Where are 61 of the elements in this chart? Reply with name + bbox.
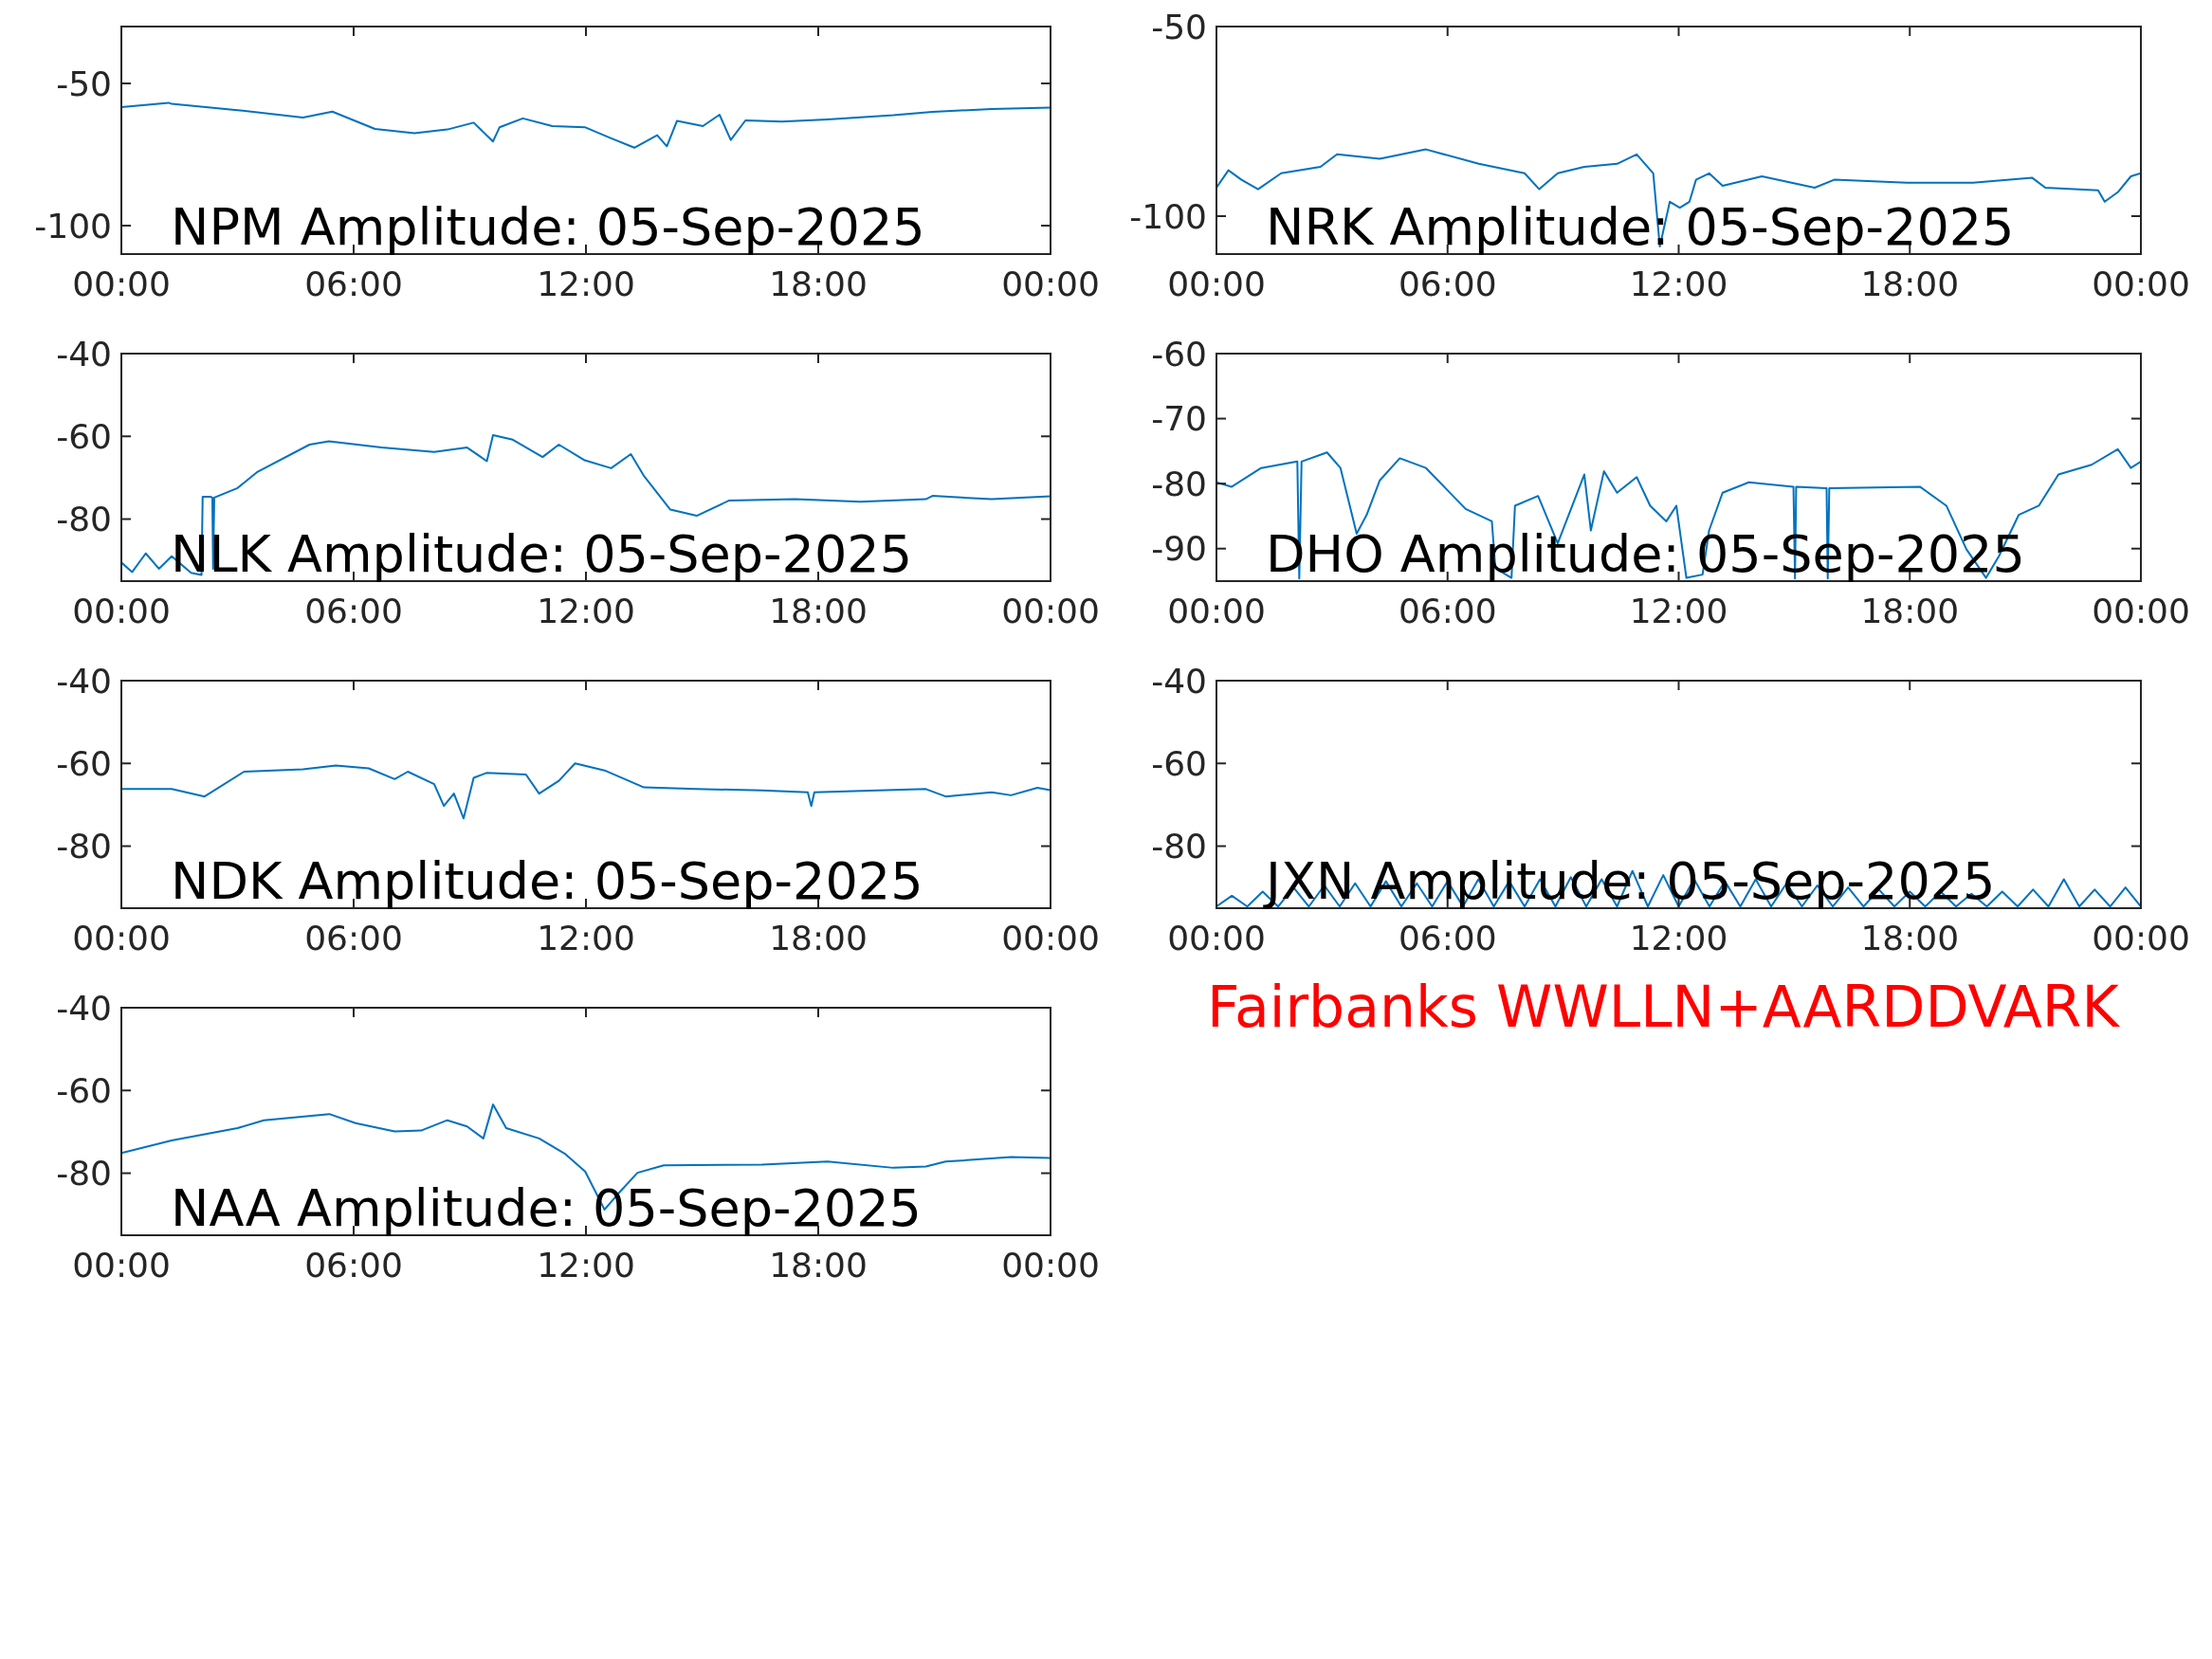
y-tick-label: -100 bbox=[34, 206, 112, 246]
x-tick-label: 00:00 bbox=[1001, 264, 1100, 303]
x-tick-label: 18:00 bbox=[1860, 592, 1960, 630]
x-tick-label: 00:00 bbox=[1167, 592, 1266, 630]
text: NDK Amplitude: 05-Sep-2025 bbox=[171, 851, 923, 911]
x-tick-label: 12:00 bbox=[537, 592, 635, 630]
x-tick-label: 18:00 bbox=[1860, 264, 1960, 303]
y-tick-label: -80 bbox=[1151, 464, 1207, 503]
x-tick-label: 06:00 bbox=[1398, 592, 1497, 630]
y-tick-label: -70 bbox=[1151, 399, 1207, 439]
y-tick-label: -100 bbox=[1129, 196, 1207, 236]
x-tick-label: 18:00 bbox=[769, 1246, 868, 1285]
y-tick-label: -80 bbox=[56, 827, 112, 866]
x-tick-label: 00:00 bbox=[2092, 592, 2190, 630]
x-tick-label: 00:00 bbox=[1001, 919, 1100, 957]
x-tick-label: 00:00 bbox=[72, 592, 171, 630]
y-tick-label: -50 bbox=[56, 64, 112, 103]
x-tick-label: 00:00 bbox=[72, 1246, 171, 1285]
x-tick-label: 06:00 bbox=[304, 592, 403, 630]
x-tick-label: 06:00 bbox=[1398, 264, 1497, 303]
x-tick-label: 12:00 bbox=[1629, 592, 1728, 630]
x-tick-label: 00:00 bbox=[2092, 264, 2190, 303]
x-tick-label: 00:00 bbox=[1167, 264, 1266, 303]
x-tick-label: 06:00 bbox=[1398, 919, 1497, 957]
x-tick-label: 12:00 bbox=[537, 919, 635, 957]
y-tick-label: -40 bbox=[56, 334, 112, 374]
y-tick-label: -60 bbox=[56, 1070, 112, 1110]
y-tick-label: -50 bbox=[1151, 7, 1207, 46]
x-tick-label: 18:00 bbox=[1860, 919, 1960, 957]
line-series bbox=[121, 101, 1051, 149]
y-tick-label: -80 bbox=[1151, 827, 1207, 866]
x-tick-label: 18:00 bbox=[769, 919, 868, 957]
x-tick-label: 00:00 bbox=[2092, 919, 2190, 957]
x-tick-label: 12:00 bbox=[537, 1246, 635, 1285]
x-tick-label: 06:00 bbox=[304, 264, 403, 303]
y-tick-label: -60 bbox=[1151, 334, 1207, 374]
y-tick-label: -80 bbox=[56, 500, 112, 539]
x-tick-label: 00:00 bbox=[1167, 919, 1266, 957]
x-tick-label: 00:00 bbox=[1001, 1246, 1100, 1285]
text: NPM Amplitude: 05-Sep-2025 bbox=[171, 197, 925, 257]
x-tick-label: 06:00 bbox=[304, 919, 403, 957]
x-tick-label: 00:00 bbox=[1001, 592, 1100, 630]
x-tick-label: 18:00 bbox=[769, 592, 868, 630]
text: NAA Amplitude: 05-Sep-2025 bbox=[171, 1178, 922, 1238]
y-tick-label: -60 bbox=[1151, 743, 1207, 783]
x-tick-label: 12:00 bbox=[537, 264, 635, 303]
x-tick-label: 18:00 bbox=[769, 264, 868, 303]
y-tick-label: -40 bbox=[56, 661, 112, 701]
x-tick-label: 00:00 bbox=[72, 264, 171, 303]
x-tick-label: 12:00 bbox=[1629, 264, 1728, 303]
text: Fairbanks WWLLN+AARDDVARK bbox=[1207, 974, 2121, 1040]
y-tick-label: -80 bbox=[56, 1154, 112, 1194]
x-tick-label: 00:00 bbox=[72, 919, 171, 957]
y-tick-label: -40 bbox=[56, 988, 112, 1028]
x-tick-label: 12:00 bbox=[1629, 919, 1728, 957]
y-tick-label: -60 bbox=[56, 416, 112, 456]
y-tick-label: -90 bbox=[1151, 529, 1207, 569]
line-series bbox=[121, 762, 1051, 820]
x-tick-label: 06:00 bbox=[304, 1246, 403, 1285]
y-tick-label: -60 bbox=[56, 743, 112, 783]
y-tick-label: -40 bbox=[1151, 661, 1207, 701]
